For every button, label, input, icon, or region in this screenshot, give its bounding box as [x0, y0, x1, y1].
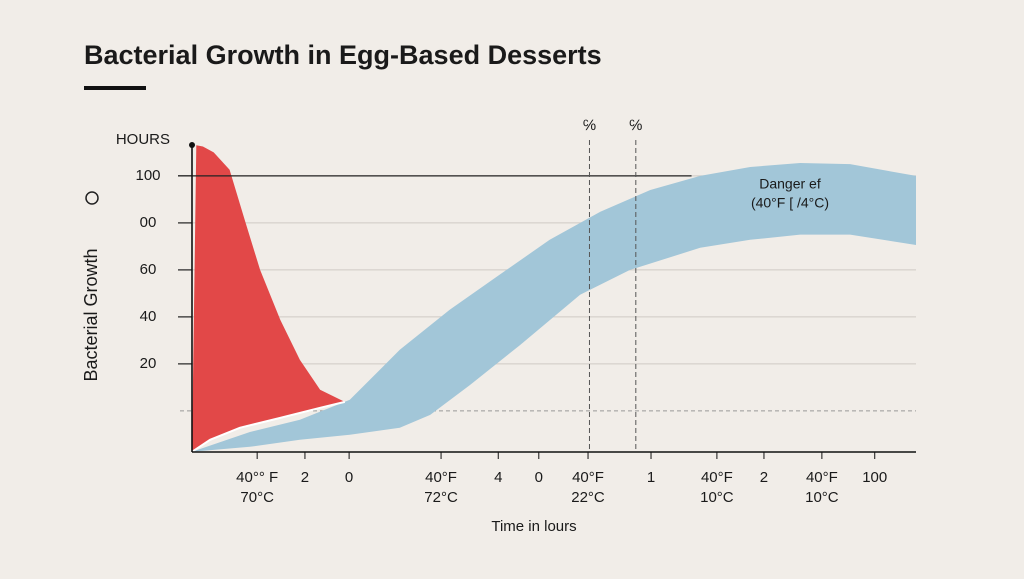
y-axis-label: Bacterial Growth	[81, 248, 101, 381]
annotation: Danger ef	[759, 176, 821, 192]
area-band	[192, 145, 345, 452]
y-tick-label: 100	[135, 167, 160, 184]
x-tick-label: 2	[759, 469, 769, 486]
x-tick-label: 40°F 22°C	[571, 469, 605, 506]
chart-title: Bacterial Growth in Egg-Based Desserts	[84, 40, 602, 70]
x-tick-label: 40°F 72°C	[424, 469, 458, 506]
x-tick-label: 0	[534, 469, 543, 486]
x-tick-label: 100	[862, 469, 888, 486]
x-tick-label: 0	[344, 469, 354, 486]
v-line-label: ℅	[629, 117, 642, 134]
axis-dot	[189, 142, 195, 148]
x-tick-label: 4	[494, 469, 503, 486]
overlay: ℅ ℅ Danger ef (40°F [ /4°C)	[178, 117, 916, 459]
area-edge	[191, 400, 346, 453]
area-band	[192, 163, 916, 452]
annotation: (40°F [ /4°C)	[751, 195, 829, 211]
areas	[192, 145, 916, 452]
x-tick-label: 40°F 10°C	[805, 469, 839, 506]
title-underline	[84, 86, 146, 90]
y-tick-label: 20	[140, 355, 157, 372]
y-unit-label: HOURS	[116, 131, 170, 148]
x-tick-label: 40°° F 70°C	[236, 469, 279, 506]
y-tick-label: 40	[140, 308, 157, 325]
x-tick-label: 1	[646, 469, 656, 486]
y-label-icon	[85, 191, 99, 205]
x-tick-label: 2	[300, 469, 310, 486]
v-line-label: ℅	[583, 117, 596, 134]
y-tick-label: 60	[140, 261, 157, 278]
x-tick-label: 40°F 10°C	[700, 469, 734, 506]
x-axis-label: Time in lours	[491, 518, 576, 535]
y-tick-label: 00	[140, 214, 157, 231]
